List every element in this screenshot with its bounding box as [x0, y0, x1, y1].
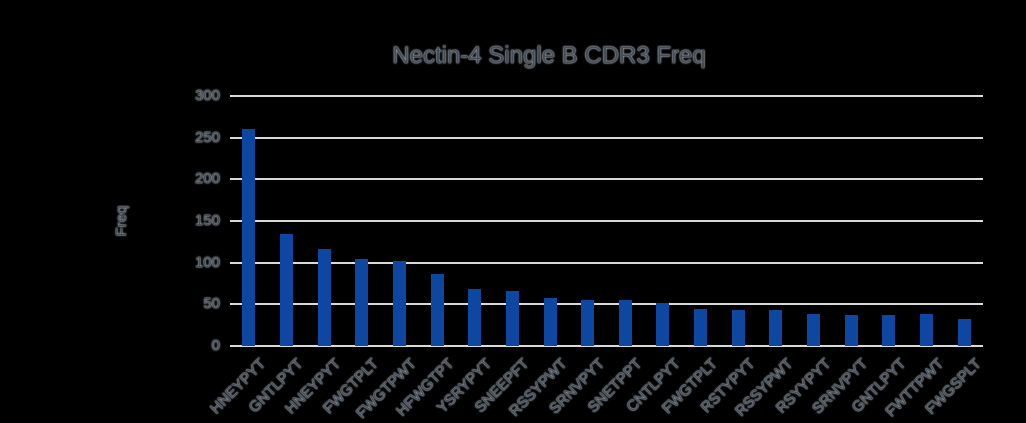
gridline: [230, 303, 983, 306]
bar: [618, 300, 632, 346]
gridline: [230, 261, 983, 264]
bar: [844, 315, 858, 346]
gridline: [230, 95, 983, 97]
y-tick-label: 150: [194, 212, 220, 229]
y-tick-label: 50: [203, 295, 220, 313]
y-tick-label: 200: [194, 170, 220, 188]
bar: [355, 258, 369, 346]
gridline: [230, 136, 983, 139]
plot-area: [230, 95, 983, 347]
bar: [882, 315, 896, 346]
y-tick-label: 250: [194, 128, 220, 146]
y-tick-label: 100: [194, 253, 220, 271]
bar: [731, 310, 745, 346]
bar: [769, 310, 783, 346]
bar: [656, 302, 670, 346]
bar: [581, 300, 595, 346]
chart-title: Nectin-4 Single B CDR3 Freq: [392, 42, 706, 69]
bar: [543, 297, 557, 346]
bar: [317, 248, 331, 346]
bar: [807, 313, 821, 346]
bar: [957, 319, 971, 346]
y-axis-title: Freq: [113, 205, 130, 237]
gridline: [230, 345, 983, 347]
bar: [279, 233, 293, 346]
y-tick-label: 0: [211, 337, 220, 354]
y-tick-label: 300: [194, 87, 220, 104]
gridline: [230, 220, 983, 222]
bar: [468, 289, 482, 346]
bar: [920, 314, 934, 346]
bar: [430, 273, 444, 346]
bar: [505, 291, 519, 346]
gridline: [230, 178, 983, 181]
bar: [392, 261, 406, 346]
bar: [694, 308, 708, 346]
bar: [242, 129, 256, 346]
